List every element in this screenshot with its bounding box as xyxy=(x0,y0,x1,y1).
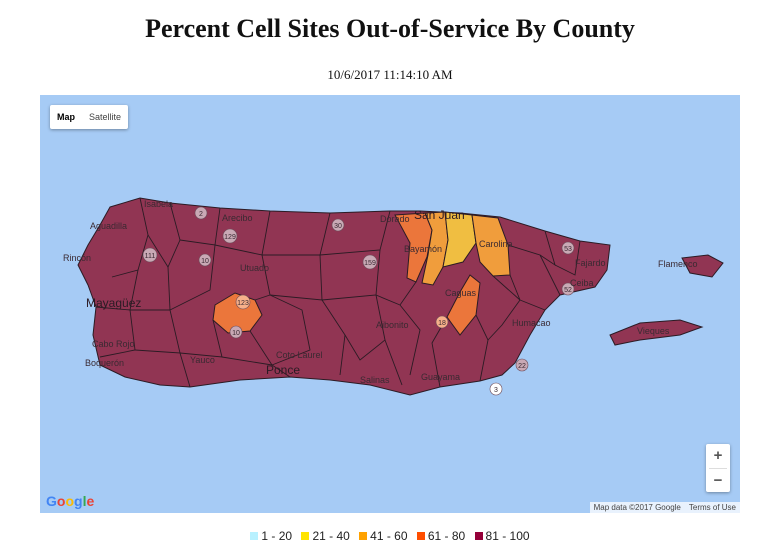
legend-swatch xyxy=(359,532,368,540)
svg-text:53: 53 xyxy=(564,246,572,253)
zoom-out-button[interactable]: − xyxy=(713,472,723,489)
place-label: Isabela xyxy=(144,199,173,209)
zoom-control: + − xyxy=(706,444,730,492)
legend-item: 21 - 40 xyxy=(301,529,350,543)
choropleth-map: 2 129 10 111 123 159 52 30 53 3 22 18 10… xyxy=(63,197,724,396)
place-label: Vieques xyxy=(637,326,670,336)
timestamp: 10/6/2017 11:14:10 AM xyxy=(327,67,453,82)
svg-text:159: 159 xyxy=(364,260,376,267)
place-label: Ponce xyxy=(266,363,300,377)
road-shield-icon: 53 xyxy=(561,241,575,255)
legend-swatch xyxy=(416,532,425,540)
svg-text:52: 52 xyxy=(564,287,572,294)
place-label: Arecibo xyxy=(222,213,253,223)
place-label: Utuado xyxy=(240,263,269,273)
legend-item: 41 - 60 xyxy=(359,529,408,543)
svg-text:2: 2 xyxy=(199,211,203,218)
place-label: Yauco xyxy=(190,355,215,365)
place-label: Aibonito xyxy=(376,320,409,330)
page-title: Percent Cell Sites Out-of-Service By Cou… xyxy=(145,14,635,43)
road-shield-icon: 10 xyxy=(198,253,212,267)
place-label: Ceiba xyxy=(570,278,594,288)
road-shield-icon: 22 xyxy=(515,358,529,372)
place-label: Coto Laurel xyxy=(276,350,323,360)
road-shield-icon: 111 xyxy=(142,247,158,263)
road-shield-icon: 30 xyxy=(331,218,345,232)
place-label: Flamenco xyxy=(658,259,698,269)
place-label: Fajardo xyxy=(575,258,606,268)
road-shield-icon: 52 xyxy=(561,282,575,296)
region-caguas[interactable] xyxy=(446,274,481,336)
svg-text:111: 111 xyxy=(145,253,156,260)
map-canvas[interactable]: 2 129 10 111 123 159 52 30 53 3 22 18 10… xyxy=(40,95,740,513)
svg-text:3: 3 xyxy=(494,387,498,394)
road-shield-icon: 3 xyxy=(489,382,503,396)
place-label: Mayagüez xyxy=(86,296,141,310)
legend-swatch xyxy=(250,532,259,540)
place-label: Boquerón xyxy=(85,358,124,368)
map-type-control: Map Satellite xyxy=(50,105,129,129)
legend-swatch xyxy=(474,532,483,540)
place-label: Dorado xyxy=(380,214,410,224)
place-label: Salinas xyxy=(360,375,390,385)
place-label: Bayamón xyxy=(404,244,442,254)
attribution-text: Map data ©2017 Google xyxy=(593,503,681,512)
place-label: Aguadilla xyxy=(90,221,127,231)
place-label: Guayama xyxy=(421,372,460,382)
svg-text:123: 123 xyxy=(237,300,249,307)
place-label: Carolina xyxy=(479,239,513,249)
road-shield-icon: 18 xyxy=(435,315,449,329)
island-vieques[interactable] xyxy=(609,319,704,346)
legend-item: 1 - 20 xyxy=(250,529,292,543)
legend-swatch xyxy=(301,532,310,540)
svg-text:10: 10 xyxy=(232,330,240,337)
zoom-in-button[interactable]: + xyxy=(713,447,723,464)
road-shield-icon: 159 xyxy=(362,254,378,270)
google-logo[interactable]: Google xyxy=(46,493,95,509)
legend-item: 81 - 100 xyxy=(474,529,530,543)
region-carolina[interactable] xyxy=(471,214,511,277)
terms-of-use-link[interactable]: Terms of Use xyxy=(688,503,736,512)
place-label: Caguas xyxy=(445,288,477,298)
place-label: Humacao xyxy=(512,318,551,328)
svg-text:10: 10 xyxy=(201,258,209,265)
place-label: San Juan xyxy=(414,208,465,222)
place-label: Cabo Rojo xyxy=(92,339,135,349)
map-attribution: Map data ©2017 Google Terms of Use xyxy=(589,502,740,513)
svg-text:18: 18 xyxy=(438,320,446,327)
road-shield-icon: 123 xyxy=(235,294,251,310)
svg-text:129: 129 xyxy=(224,234,236,241)
svg-text:30: 30 xyxy=(334,223,342,230)
municipal-borders xyxy=(95,197,581,388)
main-island[interactable] xyxy=(77,197,611,396)
map-type-satellite-button[interactable]: Satellite xyxy=(89,112,122,122)
place-label: Rincón xyxy=(63,253,91,263)
legend-item: 61 - 80 xyxy=(416,529,465,543)
map-type-map-button[interactable]: Map xyxy=(57,112,75,122)
map-legend: 1 - 20 21 - 40 41 - 60 61 - 80 81 - 100 xyxy=(0,529,780,543)
road-shield-icon: 10 xyxy=(229,325,243,339)
svg-text:22: 22 xyxy=(518,363,526,370)
road-shield-icon: 129 xyxy=(222,228,238,244)
road-shield-icon: 2 xyxy=(194,206,208,220)
island-culebra[interactable] xyxy=(681,254,724,278)
zoom-divider xyxy=(709,468,727,469)
